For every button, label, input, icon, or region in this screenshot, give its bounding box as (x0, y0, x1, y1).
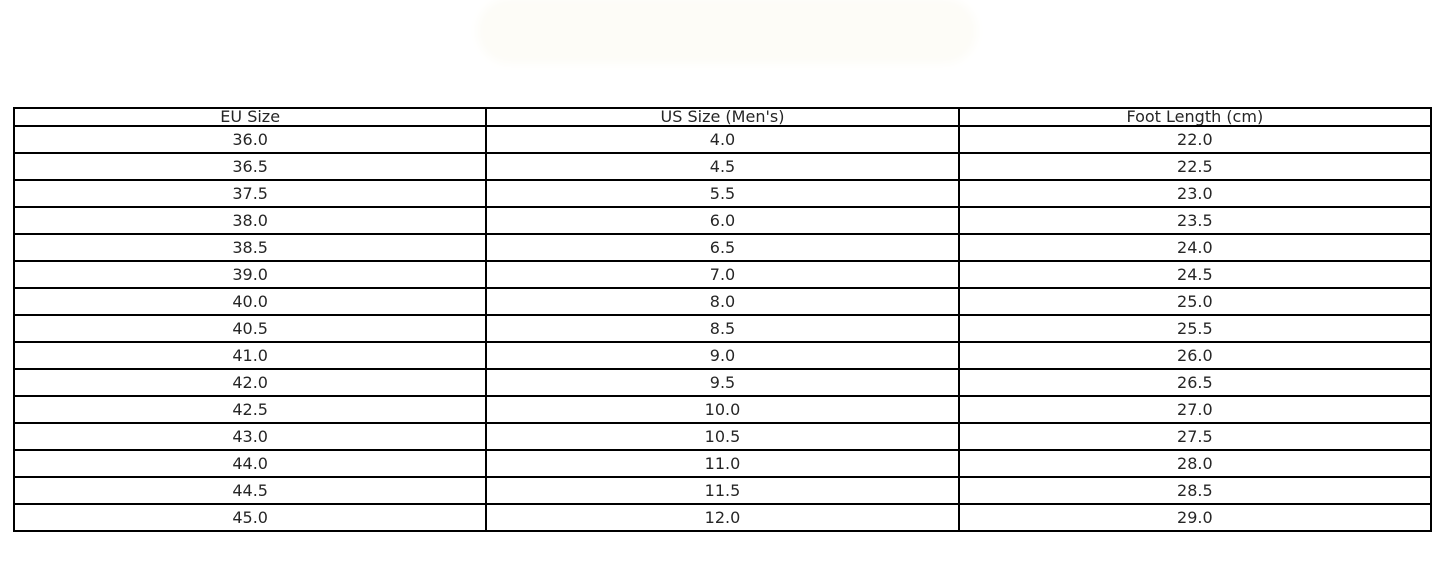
table-cell: 22.5 (957, 152, 1433, 181)
table-row: 44.0 11.0 28.0 (12, 449, 1433, 478)
table-cell: 45.0 (12, 503, 488, 532)
table-cell: 26.0 (957, 341, 1433, 370)
table-cell: 27.5 (957, 422, 1433, 451)
table-cell: 24.0 (957, 233, 1433, 262)
table-cell: 10.0 (485, 395, 960, 424)
table-cell: 40.0 (12, 287, 488, 316)
table-row: 38.5 6.5 24.0 (12, 233, 1433, 262)
table-cell: 41.0 (12, 341, 488, 370)
table-cell: 27.0 (957, 395, 1433, 424)
table-cell: 37.5 (12, 179, 488, 208)
table-cell: 28.5 (957, 476, 1433, 505)
table-cell: 40.5 (12, 314, 488, 343)
table-cell: 23.0 (957, 179, 1433, 208)
table-row: 36.5 4.5 22.5 (12, 152, 1433, 181)
table-header: EU Size US Size (Men's) Foot Length (cm) (12, 107, 1433, 127)
table-cell: 25.0 (957, 287, 1433, 316)
table-cell: 36.5 (12, 152, 488, 181)
table-row: 37.5 5.5 23.0 (12, 179, 1433, 208)
column-header-us-size-mens: US Size (Men's) (485, 107, 960, 127)
table-cell: 11.5 (485, 476, 960, 505)
table-cell: 24.5 (957, 260, 1433, 289)
table-cell: 25.5 (957, 314, 1433, 343)
table-row: 41.0 9.0 26.0 (12, 341, 1433, 370)
table-row: 42.5 10.0 27.0 (12, 395, 1433, 424)
faded-title-blob (483, 4, 971, 58)
table-cell: 44.0 (12, 449, 488, 478)
table-cell: 23.5 (957, 206, 1433, 235)
table-cell: 8.5 (485, 314, 960, 343)
column-header-foot-length-cm: Foot Length (cm) (957, 107, 1433, 127)
table-cell: 9.0 (485, 341, 960, 370)
table-cell: 36.0 (12, 125, 488, 154)
table-cell: 8.0 (485, 287, 960, 316)
table-row: 38.0 6.0 23.5 (12, 206, 1433, 235)
table-cell: 42.0 (12, 368, 488, 397)
table-cell: 38.5 (12, 233, 488, 262)
table-cell: 7.0 (485, 260, 960, 289)
table-cell: 38.0 (12, 206, 488, 235)
table-cell: 28.0 (957, 449, 1433, 478)
table-cell: 29.0 (957, 503, 1433, 532)
table-row: 40.5 8.5 25.5 (12, 314, 1433, 343)
header-row: EU Size US Size (Men's) Foot Length (cm) (12, 107, 1433, 127)
table-cell: 4.5 (485, 152, 960, 181)
table-cell: 12.0 (485, 503, 960, 532)
table-row: 43.0 10.5 27.5 (12, 422, 1433, 451)
table-cell: 5.5 (485, 179, 960, 208)
table-body: 36.0 4.0 22.0 36.5 4.5 22.5 37.5 5.5 23.0 38.0 6.0… (12, 125, 1433, 532)
table-cell: 44.5 (12, 476, 488, 505)
table-cell: 42.5 (12, 395, 488, 424)
table-cell: 9.5 (485, 368, 960, 397)
table-cell: 4.0 (485, 125, 960, 154)
table-cell: 6.0 (485, 206, 960, 235)
table-cell: 39.0 (12, 260, 488, 289)
table-row: 39.0 7.0 24.5 (12, 260, 1433, 289)
table-cell: 22.0 (957, 125, 1433, 154)
table-row: 45.0 12.0 29.0 (12, 503, 1433, 532)
column-header-eu-size: EU Size (12, 107, 488, 127)
table-cell: 11.0 (485, 449, 960, 478)
table-row: 42.0 9.5 26.5 (12, 368, 1433, 397)
table-cell: 6.5 (485, 233, 960, 262)
table-cell: 43.0 (12, 422, 488, 451)
table-row: 36.0 4.0 22.0 (12, 125, 1433, 154)
table-cell: 26.5 (957, 368, 1433, 397)
table-cell: 10.5 (485, 422, 960, 451)
table-row: 40.0 8.0 25.0 (12, 287, 1433, 316)
table-row: 44.5 11.5 28.5 (12, 476, 1433, 505)
shoe-size-conversion-table: EU Size US Size (Men's) Foot Length (cm)… (12, 107, 1433, 532)
